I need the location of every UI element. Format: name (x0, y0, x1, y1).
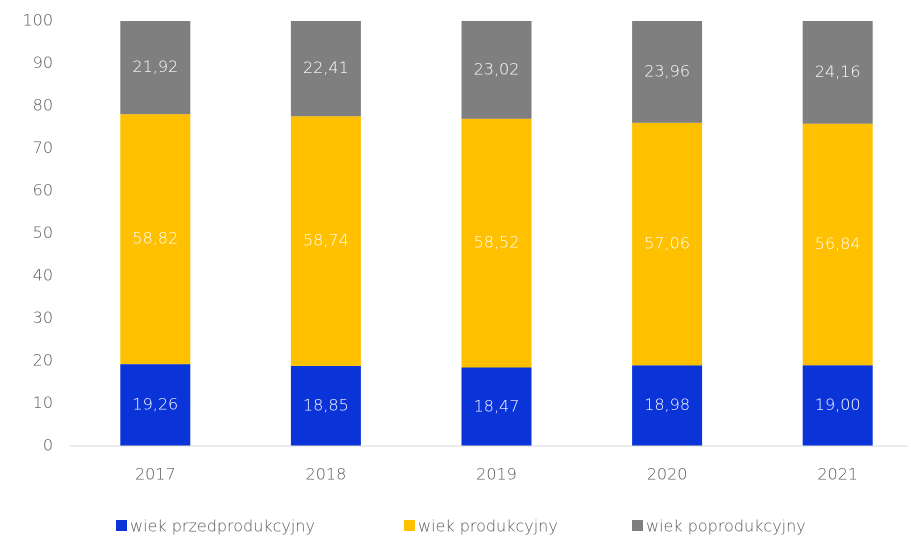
bar-segment (802, 365, 873, 446)
bar-segment (802, 123, 873, 366)
x-tick-label: 2021 (817, 465, 858, 484)
x-tick-label: 2019 (476, 465, 517, 484)
x-tick-label: 2018 (306, 465, 347, 484)
bar-segment (632, 365, 703, 446)
data-label: 58,82 (132, 229, 178, 248)
data-label: 18,98 (644, 395, 690, 414)
bar-segment (461, 118, 532, 368)
y-tick-label: 60 (33, 181, 53, 200)
bar-segment (120, 114, 191, 365)
y-tick-label: 100 (22, 11, 53, 30)
data-label: 23,02 (474, 59, 520, 78)
bar-segment (632, 122, 703, 366)
x-tick-label: 2017 (135, 465, 176, 484)
data-label: 22,41 (303, 58, 349, 77)
bar-segment (290, 21, 361, 117)
y-tick-label: 50 (33, 223, 53, 242)
bar-segment (461, 367, 532, 446)
bar-segment (802, 21, 873, 124)
x-tick-label: 2020 (647, 465, 688, 484)
bar-segment (290, 116, 361, 366)
y-tick-label: 40 (33, 266, 53, 285)
bar-segment (120, 364, 191, 446)
data-label: 57,06 (644, 234, 690, 253)
bar-segment (290, 365, 361, 446)
data-label: 19,00 (815, 395, 861, 414)
legend-label: wiek przedprodukcyjny (130, 517, 315, 536)
y-tick-label: 10 (33, 393, 53, 412)
legend-swatch (116, 520, 127, 531)
y-tick-label: 90 (33, 53, 53, 72)
bar-segment (632, 21, 703, 123)
legend-swatch (404, 520, 415, 531)
y-tick-label: 20 (33, 351, 53, 370)
bar-segment (120, 21, 191, 115)
data-label: 18,47 (474, 396, 520, 415)
y-tick-label: 70 (33, 138, 53, 157)
data-label: 58,74 (303, 231, 349, 250)
data-label: 18,85 (303, 395, 349, 414)
legend-swatch (632, 520, 643, 531)
y-tick-label: 30 (33, 308, 53, 327)
data-label: 24,16 (815, 62, 861, 81)
data-label: 21,92 (132, 57, 178, 76)
legend-label: wiek poprodukcyjny (646, 517, 806, 536)
legend-label: wiek produkcyjny (418, 517, 558, 536)
data-label: 58,52 (474, 233, 520, 252)
bar-segment (461, 20, 532, 119)
data-label: 19,26 (132, 395, 178, 414)
data-label: 23,96 (644, 61, 690, 80)
y-tick-label: 0 (43, 436, 53, 455)
data-label: 56,84 (815, 234, 861, 253)
y-tick-label: 80 (33, 96, 53, 115)
